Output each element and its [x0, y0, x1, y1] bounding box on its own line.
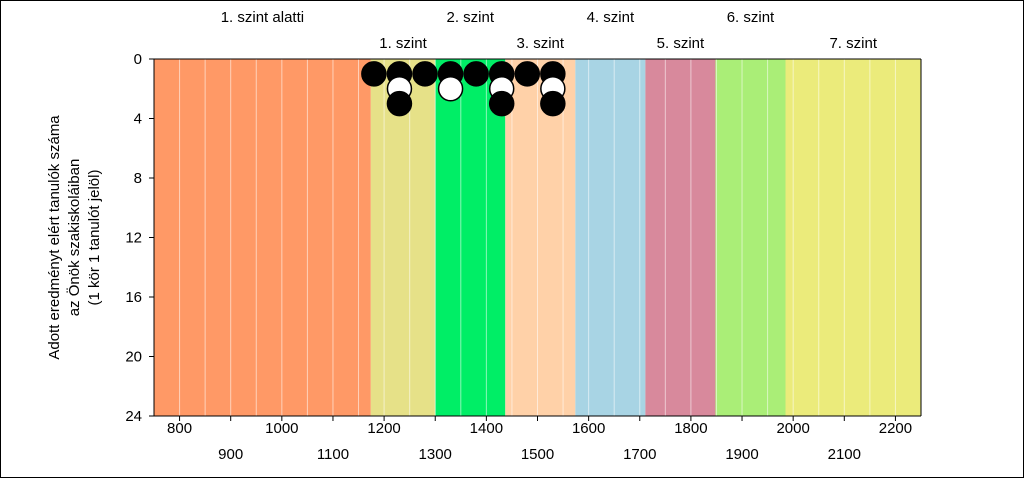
student-point	[514, 61, 541, 87]
y-tick-label: 8	[134, 170, 142, 187]
level-band	[154, 59, 371, 416]
level-label: 4. szint	[587, 9, 635, 26]
x-tick-label: 1000	[265, 420, 298, 437]
level-label: 5. szint	[657, 35, 705, 52]
level-band	[435, 59, 506, 416]
x-tick-label: 1400	[470, 420, 503, 437]
level-band	[785, 59, 921, 416]
x-tick-label: 1500	[521, 446, 554, 463]
x-tick-label: 900	[218, 446, 243, 463]
student-point	[412, 61, 438, 87]
level-label: 6. szint	[727, 9, 775, 26]
y-tick-label: 0	[134, 51, 142, 68]
x-tick-label: 1100	[317, 446, 349, 463]
level-band	[505, 59, 576, 416]
student-point	[386, 90, 413, 117]
level-label: 1. szint	[379, 35, 427, 52]
x-tick-label: 1300	[419, 446, 452, 463]
axis-labels: 1. szint alatti 1. szint 2. szint 3. szint 4…	[46, 9, 912, 463]
student-points	[361, 61, 566, 117]
student-point	[361, 61, 387, 87]
vertical-gridlines	[179, 59, 896, 416]
level-bands	[154, 59, 921, 416]
y-axis-title-line: (1 kör 1 tanulót jelöl)	[86, 170, 103, 306]
level-band	[575, 59, 646, 416]
level-band	[715, 59, 786, 416]
student-point	[488, 90, 515, 117]
y-tick-label: 20	[125, 349, 142, 366]
x-tick-label: 2200	[879, 420, 912, 437]
x-tick-label: 1600	[572, 420, 605, 437]
x-tick-label: 1200	[367, 420, 400, 437]
student-point	[540, 90, 566, 117]
y-tick-label: 4	[134, 111, 142, 128]
level-label: 1. szint alatti	[221, 9, 304, 26]
level-band	[370, 59, 436, 416]
y-tick-label: 16	[125, 289, 142, 306]
x-tick-label: 800	[167, 420, 192, 437]
y-tick-label: 12	[125, 230, 142, 247]
level-label: 2. szint	[446, 9, 494, 26]
student-point	[437, 76, 464, 102]
y-tick-label: 24	[125, 408, 142, 425]
x-tick-label: 2000	[776, 420, 809, 437]
y-axis-title-line: az Önök szakiskoláiban	[65, 159, 83, 317]
x-tick-label: 1800	[674, 420, 707, 437]
level-label: 3. szint	[517, 35, 565, 52]
x-tick-label: 2100	[828, 446, 861, 463]
x-tick-label: 1700	[623, 446, 656, 463]
student-point	[463, 61, 489, 87]
x-tick-label: 1900	[725, 446, 758, 463]
y-axis-title-line: Adott eredményt elért tanulók száma	[46, 115, 63, 360]
level-label: 7. szint	[829, 35, 877, 52]
level-band	[645, 59, 716, 416]
axes	[149, 58, 922, 421]
